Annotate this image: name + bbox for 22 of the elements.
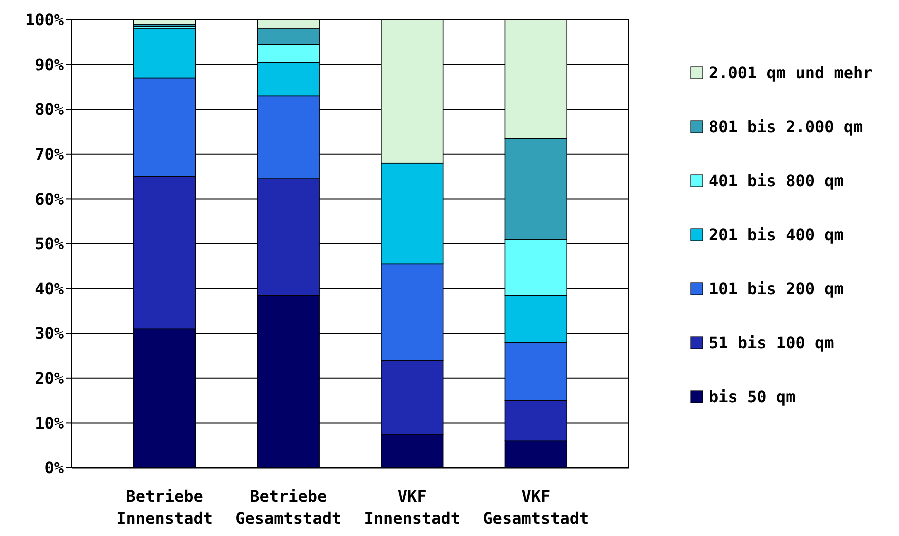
y-tick-label: 90%: [35, 55, 64, 74]
legend-label: 401 bis 800 qm: [709, 172, 844, 191]
y-tick-label: 100%: [25, 10, 64, 30]
legend-label: 101 bis 200 qm: [709, 280, 844, 299]
x-tick-label: Betriebe Innenstadt: [116, 487, 213, 528]
x-tick-label: VKF Innenstadt: [364, 487, 461, 528]
y-tick-label: 70%: [35, 145, 64, 164]
legend-label: 2.001 qm und mehr: [709, 64, 873, 83]
y-tick-label: 20%: [35, 369, 64, 388]
legend-label: bis 50 qm: [709, 388, 796, 407]
legend-label: 201 bis 400 qm: [709, 226, 844, 245]
y-tick-label: 40%: [35, 279, 64, 298]
y-tick-label: 60%: [35, 190, 64, 209]
y-tick-label: 50%: [35, 234, 64, 254]
y-tick-label: 10%: [35, 414, 64, 433]
y-tick-label: 0%: [44, 458, 64, 478]
x-tick-label: Betriebe Gesamtstadt: [236, 487, 342, 528]
legend-label: 51 bis 100 qm: [709, 334, 835, 353]
y-tick-label: 80%: [35, 100, 64, 120]
x-tick-label: VKF Gesamtstadt: [483, 487, 590, 528]
legend-label: 801 bis 2.000 qm: [709, 118, 864, 137]
y-tick-label: 30%: [35, 324, 64, 344]
